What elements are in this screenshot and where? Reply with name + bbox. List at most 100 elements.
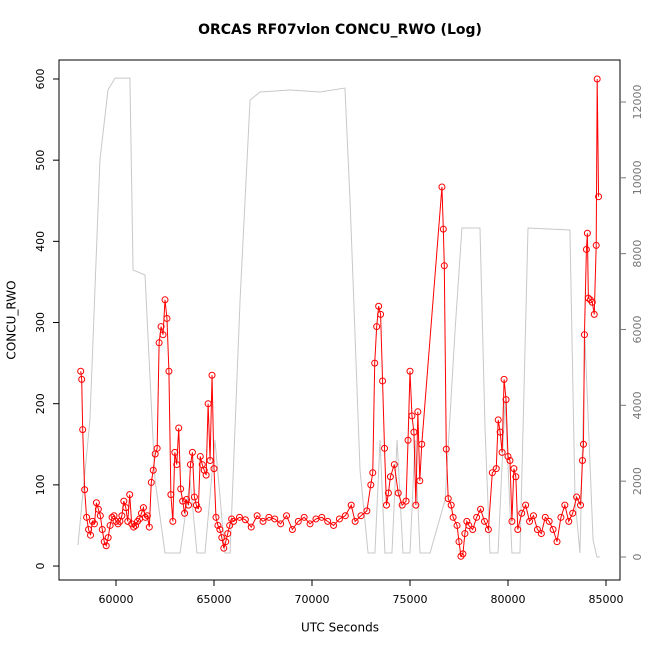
- data-point: [461, 530, 469, 538]
- data-point: [549, 526, 557, 534]
- data-point: [537, 530, 545, 538]
- x-tick-label: 65000: [196, 593, 231, 606]
- data-point: [582, 245, 590, 253]
- data-point: [463, 517, 471, 525]
- data-point: [186, 461, 194, 469]
- data-point: [588, 298, 596, 306]
- data-point: [498, 448, 506, 456]
- secondary-line: [77, 77, 600, 558]
- data-point: [494, 416, 502, 424]
- data-point: [473, 513, 481, 521]
- data-point: [194, 505, 202, 513]
- data-point: [459, 550, 467, 558]
- data-point: [502, 396, 510, 404]
- data-line: [80, 78, 600, 558]
- data-point: [565, 517, 573, 525]
- data-point: [188, 448, 196, 456]
- data-point: [442, 445, 450, 453]
- data-point: [510, 465, 518, 473]
- data-point: [398, 501, 406, 509]
- data-point: [235, 513, 243, 521]
- data-point: [526, 517, 534, 525]
- data-point: [208, 371, 216, 379]
- data-point: [102, 542, 110, 550]
- y2-tick-label: 12000: [631, 84, 644, 119]
- data-point: [465, 521, 473, 529]
- data-point: [149, 466, 157, 474]
- data-point: [288, 526, 296, 534]
- data-point: [406, 367, 414, 375]
- data-point: [218, 534, 226, 542]
- data-point: [375, 302, 383, 310]
- data-point: [185, 501, 193, 509]
- data-point: [87, 531, 95, 539]
- data-point: [508, 517, 516, 525]
- data-point: [206, 457, 214, 465]
- data-point: [569, 509, 577, 517]
- y-tick-label: 400: [34, 231, 47, 252]
- data-point: [384, 489, 392, 497]
- data-point: [341, 512, 349, 520]
- data-point: [518, 509, 526, 517]
- data-point: [247, 523, 255, 531]
- data-point: [192, 501, 200, 509]
- y2-tick-label: 10000: [631, 160, 644, 195]
- data-point: [583, 229, 591, 237]
- data-point: [447, 501, 455, 509]
- data-point: [222, 538, 230, 546]
- data-point: [173, 461, 181, 469]
- data-point: [126, 491, 134, 499]
- data-point: [561, 501, 569, 509]
- data-point: [390, 461, 398, 469]
- y2-tick-label: 8000: [631, 240, 644, 268]
- data-point: [357, 512, 365, 520]
- data-point: [96, 512, 104, 520]
- data-point: [367, 481, 375, 489]
- data-point: [477, 505, 485, 513]
- data-point: [175, 424, 183, 432]
- data-point: [106, 521, 114, 529]
- data-point: [271, 515, 279, 523]
- data-point: [533, 526, 541, 534]
- data-point: [318, 513, 326, 521]
- y2-tick-label: 6000: [631, 315, 644, 343]
- data-point: [404, 436, 412, 444]
- data-point: [163, 314, 171, 322]
- data-point: [230, 517, 238, 525]
- data-point: [438, 183, 446, 191]
- y-tick-label: 300: [34, 312, 47, 333]
- data-point: [386, 473, 394, 481]
- data-point: [351, 517, 359, 525]
- data-point: [522, 501, 530, 509]
- data-point: [394, 489, 402, 497]
- data-point: [177, 485, 185, 493]
- data-point: [259, 517, 267, 525]
- data-point: [81, 486, 89, 494]
- data-point: [449, 513, 457, 521]
- data-point: [120, 497, 128, 505]
- chart-title: ORCAS RF07vlon CONCU_RWO (Log): [198, 22, 482, 38]
- data-point: [414, 408, 422, 416]
- data-point: [363, 507, 371, 515]
- data-point: [157, 323, 165, 331]
- data-point: [77, 367, 85, 375]
- data-point: [469, 526, 477, 534]
- data-point: [212, 513, 220, 521]
- data-point: [283, 512, 291, 520]
- data-point: [545, 517, 553, 525]
- data-point: [204, 400, 212, 408]
- data-point: [161, 296, 169, 304]
- data-point: [181, 509, 189, 517]
- data-point: [306, 520, 314, 528]
- data-point: [100, 538, 108, 546]
- data-point: [455, 538, 463, 546]
- data-point: [226, 521, 234, 529]
- data-point: [179, 497, 187, 505]
- data-point: [241, 516, 249, 524]
- x-tick-label: 70000: [295, 593, 330, 606]
- data-point: [402, 497, 410, 505]
- data-point: [141, 513, 149, 521]
- data-point: [118, 512, 126, 520]
- y-tick-label: 500: [34, 150, 47, 171]
- data-point: [214, 521, 222, 529]
